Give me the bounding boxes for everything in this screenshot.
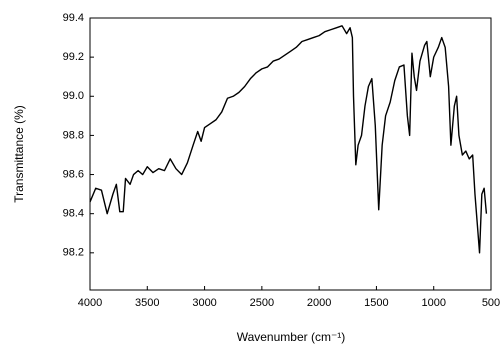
y-tick-label: 98.6 <box>63 168 84 180</box>
x-axis-label: Wavenumber (cm⁻¹) <box>237 330 346 344</box>
x-tick-label: 2000 <box>307 297 331 309</box>
y-axis-label: Transmittance (%) <box>12 105 26 203</box>
x-tick-label: 3000 <box>192 297 216 309</box>
spectrum-line <box>89 25 488 254</box>
y-tick-label: 98.8 <box>63 129 84 141</box>
x-tick-label: 4000 <box>78 297 102 309</box>
x-tick-label: 1000 <box>421 297 445 309</box>
plot-frame <box>89 17 492 291</box>
x-tick-label: 2500 <box>250 297 274 309</box>
y-tick-label: 98.4 <box>63 208 84 220</box>
y-tick-label: 99.0 <box>63 90 84 102</box>
x-tick-label: 500 <box>482 297 500 309</box>
y-tick-label: 99.2 <box>63 51 84 63</box>
x-tick-label: 3500 <box>135 297 159 309</box>
y-tick-label: 98.2 <box>63 247 84 259</box>
y-tick-label: 99.4 <box>63 12 84 24</box>
x-tick-label: 1500 <box>364 297 388 309</box>
